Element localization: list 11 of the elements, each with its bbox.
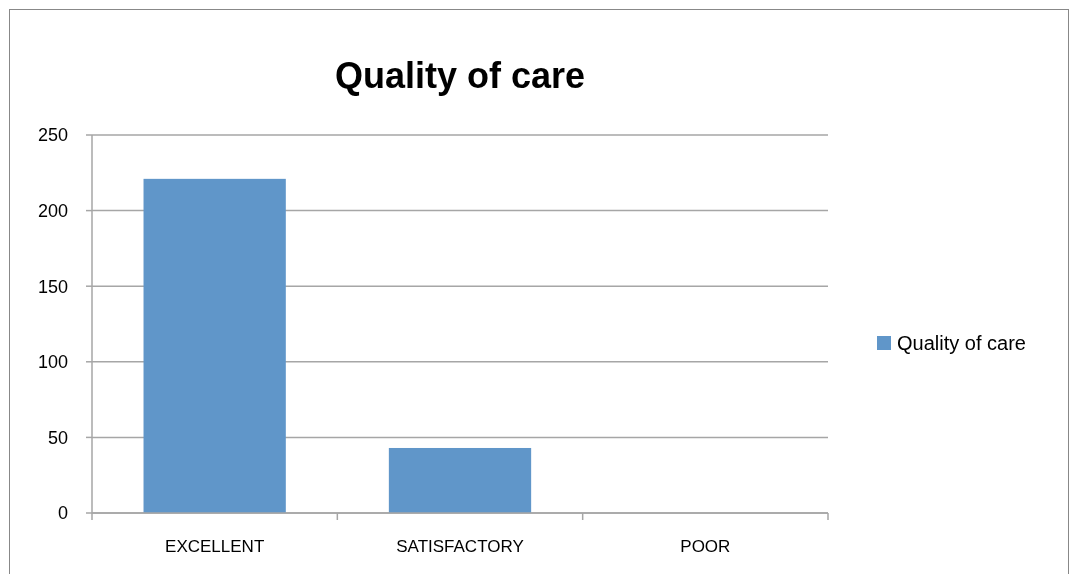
y-tick-label: 50 [47, 427, 68, 448]
legend-label: Quality of care [897, 332, 1026, 354]
x-tick-label: EXCELLENT [165, 537, 265, 556]
y-tick-label: 0 [57, 503, 68, 524]
y-tick-label: 200 [37, 200, 68, 221]
y-tick-label: 250 [37, 125, 68, 146]
y-tick-label: 150 [37, 276, 68, 297]
x-tick-label: SATISFACTORY [396, 537, 524, 556]
chart-title: Quality of care [334, 55, 586, 96]
x-tick-label: POOR [680, 537, 731, 556]
y-tick-label: 100 [37, 352, 68, 373]
